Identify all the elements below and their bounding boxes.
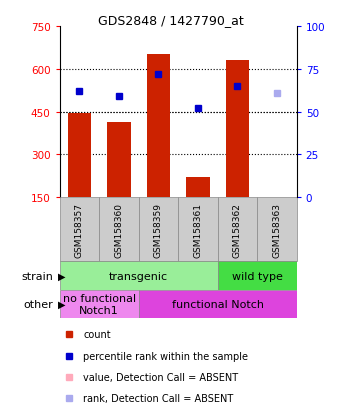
Text: ▶: ▶ bbox=[58, 299, 65, 309]
Bar bbox=[186, 178, 210, 198]
Text: count: count bbox=[83, 330, 111, 339]
Text: GSM158363: GSM158363 bbox=[272, 202, 281, 257]
Bar bbox=[178, 198, 218, 262]
Text: no functional
Notch1: no functional Notch1 bbox=[63, 293, 136, 315]
Bar bbox=[218, 198, 257, 262]
Bar bbox=[107, 122, 131, 198]
Text: functional Notch: functional Notch bbox=[172, 299, 264, 309]
Text: wild type: wild type bbox=[232, 271, 283, 281]
Text: rank, Detection Call = ABSENT: rank, Detection Call = ABSENT bbox=[83, 393, 234, 403]
Text: GSM158361: GSM158361 bbox=[193, 202, 203, 257]
Text: strain: strain bbox=[21, 271, 53, 281]
Bar bbox=[139, 290, 297, 318]
Bar bbox=[60, 198, 99, 262]
Text: other: other bbox=[23, 299, 53, 309]
Text: GSM158359: GSM158359 bbox=[154, 202, 163, 257]
Bar bbox=[99, 198, 139, 262]
Text: GSM158360: GSM158360 bbox=[115, 202, 123, 257]
Bar bbox=[218, 262, 297, 290]
Text: value, Detection Call = ABSENT: value, Detection Call = ABSENT bbox=[83, 372, 238, 382]
Bar bbox=[60, 290, 139, 318]
Bar bbox=[68, 114, 91, 198]
Text: percentile rank within the sample: percentile rank within the sample bbox=[83, 351, 248, 361]
Text: GSM158362: GSM158362 bbox=[233, 202, 242, 257]
Bar bbox=[60, 262, 218, 290]
Text: GDS2848 / 1427790_at: GDS2848 / 1427790_at bbox=[98, 14, 243, 27]
Bar bbox=[226, 61, 249, 198]
Text: GSM158357: GSM158357 bbox=[75, 202, 84, 257]
Bar bbox=[147, 55, 170, 198]
Bar bbox=[139, 198, 178, 262]
Text: transgenic: transgenic bbox=[109, 271, 168, 281]
Text: ▶: ▶ bbox=[58, 271, 65, 281]
Bar bbox=[257, 198, 297, 262]
